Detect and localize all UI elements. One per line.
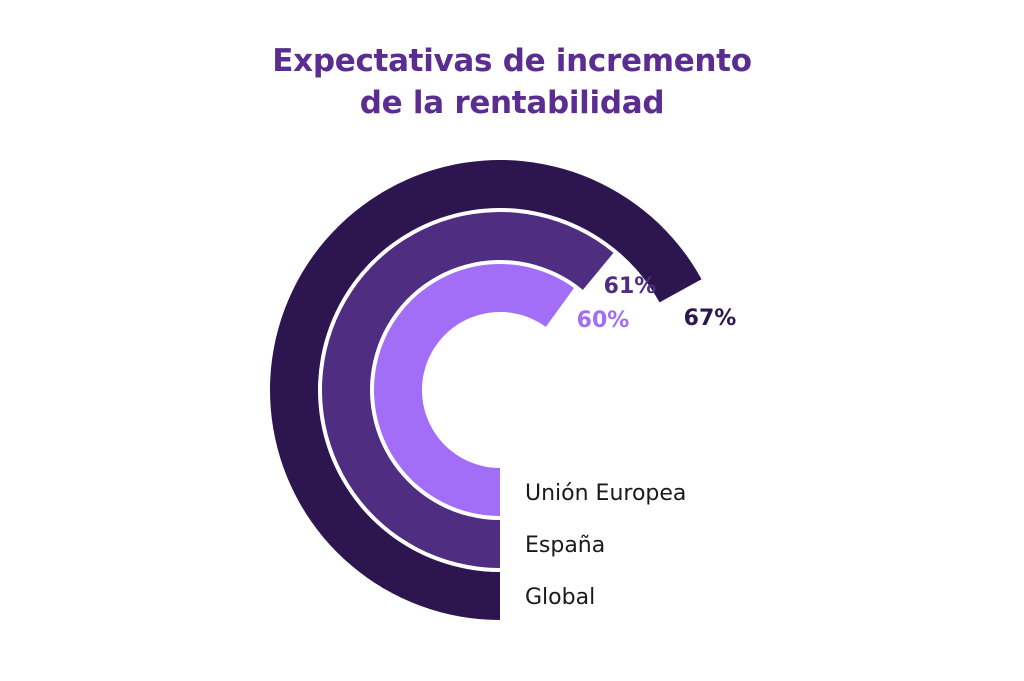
category-label-espa-a: España xyxy=(525,533,605,558)
chart-title: Expectativas de incremento de la rentabi… xyxy=(212,40,812,124)
value-label-uni-n-europea: 60% xyxy=(577,308,630,333)
value-label-espa-a: 61% xyxy=(604,274,657,299)
radial-bar-uni-n-europea xyxy=(374,264,575,516)
radial-bar-espa-a xyxy=(321,211,614,569)
category-label-global: Global xyxy=(525,585,595,610)
category-label-uni-n-europea: Unión Europea xyxy=(525,481,686,506)
chart-title-line-2: de la rentabilidad xyxy=(359,85,665,121)
value-label-global: 67% xyxy=(684,306,737,331)
chart-title-line-1: Expectativas de incremento xyxy=(272,43,752,79)
